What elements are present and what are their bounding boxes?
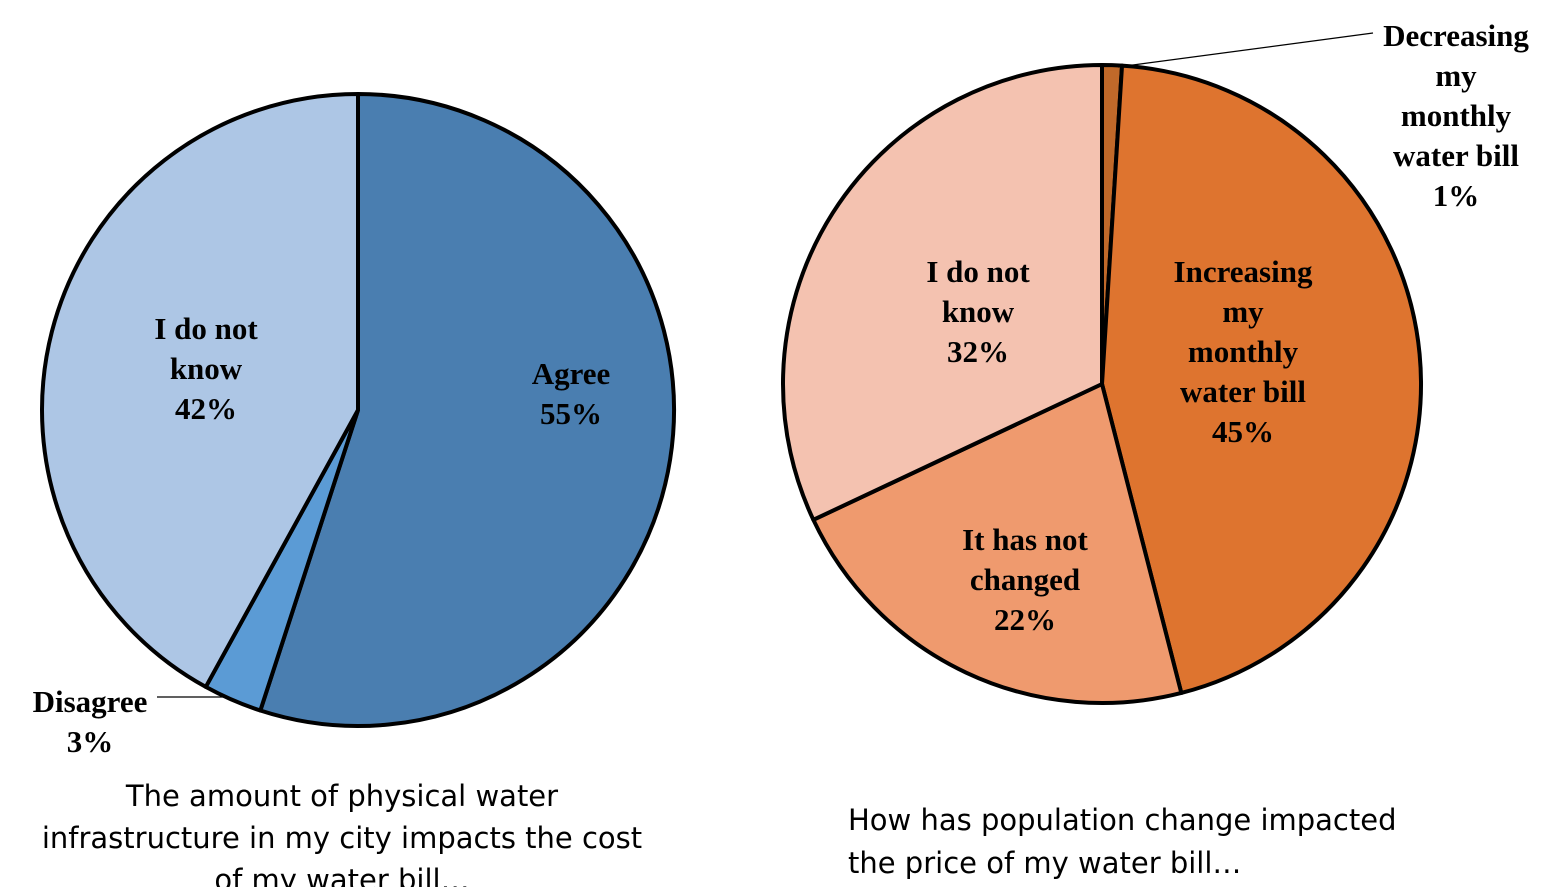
data-label-value: 45%: [1212, 414, 1274, 449]
chart-caption: How has population change impacted the pr…: [848, 803, 1397, 880]
chart-caption-line: the price of my water bill…: [848, 846, 1241, 880]
leader-line-decreasing-my-monthly-water-bill: [1117, 32, 1374, 68]
data-label-text: water bill: [1393, 138, 1519, 173]
data-label-it-has-not-changed: It has not changed 22%: [962, 522, 1088, 637]
data-label-value: 22%: [994, 602, 1056, 637]
data-label-text: monthly: [1188, 334, 1299, 369]
data-label-text: Disagree: [33, 684, 148, 719]
data-label-text: I do not: [154, 311, 258, 346]
pie-slice-agree: [258, 92, 676, 728]
data-label-text: my: [1222, 294, 1264, 329]
data-label-text: Agree: [532, 356, 611, 391]
chart-caption-line: How has population change impacted: [848, 803, 1397, 837]
data-label-text: my: [1435, 58, 1477, 93]
data-label-i-do-not-know: I do not know 42%: [154, 311, 258, 426]
chart-caption-line: of my water bill…: [214, 863, 469, 887]
data-label-agree: Agree 55%: [532, 356, 611, 431]
data-label-text: Increasing: [1174, 254, 1313, 289]
data-label-text: changed: [970, 562, 1080, 597]
chart-caption: The amount of physical water infrastructu…: [42, 779, 642, 887]
data-label-text: I do not: [926, 254, 1030, 289]
chart-caption-line: The amount of physical water: [125, 779, 558, 813]
data-label-i-do-not-know: I do not know 32%: [926, 254, 1030, 369]
data-label-value: 3%: [67, 724, 114, 759]
chart-caption-line: infrastructure in my city impacts the co…: [42, 821, 642, 855]
data-label-increasing-my-monthly-water-bill: Increasing my monthly water bill 45%: [1174, 254, 1313, 449]
data-label-text: It has not: [962, 522, 1088, 557]
pie-slice-it-has-not-changed: [811, 382, 1184, 705]
pie-slice-i-do-not-know: [40, 92, 360, 689]
data-label-value: 42%: [175, 391, 237, 426]
data-label-value: 55%: [540, 396, 602, 431]
data-label-text: Decreasing: [1383, 18, 1529, 53]
pie-slice-i-do-not-know: [781, 63, 1104, 522]
pie-slice-increasing-my-monthly-water-bill: [1100, 63, 1423, 695]
data-label-decreasing-my-monthly-water-bill: Decreasing my monthly water bill 1%: [1383, 18, 1529, 213]
pie-chart-water-infrastructure: Agree 55% Disagree 3% I do not know 42% The amo…: [33, 92, 676, 887]
data-label-text: know: [942, 294, 1015, 329]
pie-chart-population-change: Decreasing my monthly water bill 1% Increasin…: [781, 18, 1529, 880]
data-label-disagree: Disagree 3%: [33, 684, 148, 759]
data-label-value: 32%: [947, 334, 1009, 369]
data-label-text: monthly: [1401, 98, 1512, 133]
data-label-text: know: [170, 351, 243, 386]
data-label-text: water bill: [1180, 374, 1306, 409]
data-label-value: 1%: [1433, 178, 1480, 213]
